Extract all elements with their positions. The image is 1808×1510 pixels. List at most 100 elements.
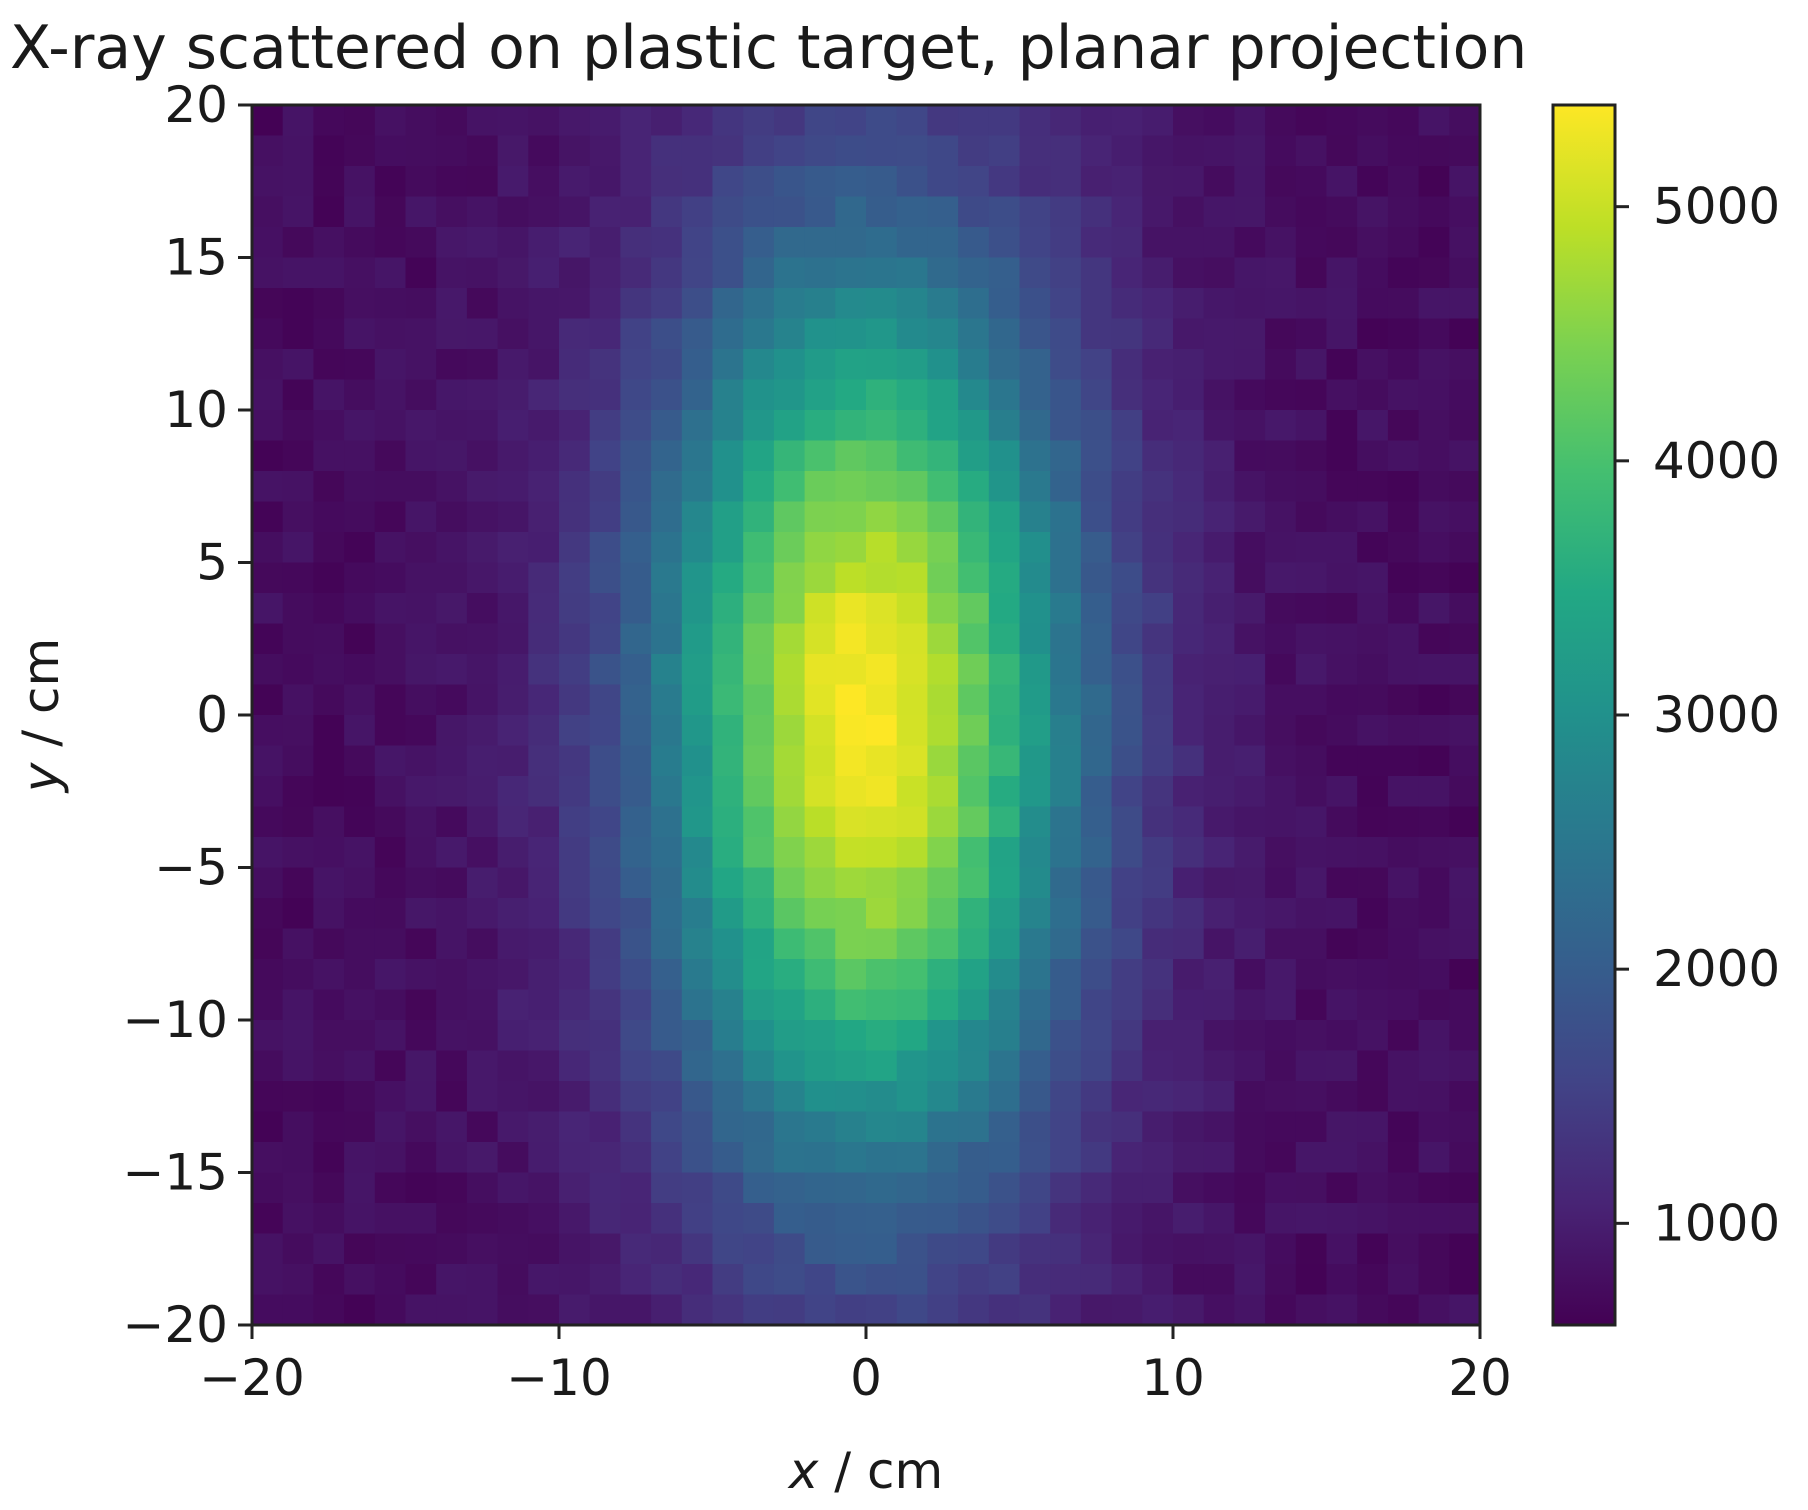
heatmap-cell bbox=[466, 684, 499, 716]
heatmap-cell bbox=[252, 806, 284, 838]
heatmap-cell bbox=[896, 227, 928, 259]
heatmap-cell bbox=[651, 135, 683, 167]
heatmap-cell bbox=[466, 867, 499, 899]
heatmap-cell bbox=[1080, 440, 1113, 472]
heatmap-cell bbox=[436, 1172, 468, 1204]
heatmap-cell bbox=[896, 806, 928, 838]
heatmap-cell bbox=[497, 196, 529, 228]
heatmap-cell bbox=[1265, 715, 1297, 747]
heatmap-cell bbox=[1265, 1142, 1297, 1174]
heatmap-cell bbox=[559, 837, 591, 869]
heatmap-cell bbox=[282, 288, 314, 320]
heatmap-cell bbox=[1142, 318, 1174, 350]
heatmap-cell bbox=[1111, 959, 1143, 991]
heatmap-cell bbox=[620, 318, 652, 350]
heatmap-cell bbox=[313, 1020, 345, 1052]
heatmap-cell bbox=[252, 135, 284, 167]
heatmap-cell bbox=[1265, 135, 1297, 167]
heatmap-cell bbox=[1234, 1111, 1266, 1143]
heatmap-cell bbox=[927, 166, 959, 198]
heatmap-cell bbox=[620, 105, 652, 137]
heatmap-cell bbox=[1050, 1264, 1082, 1296]
heatmap-cell bbox=[252, 1050, 284, 1082]
heatmap-cell bbox=[1387, 1233, 1420, 1265]
heatmap-cell bbox=[620, 928, 652, 960]
heatmap-cell bbox=[927, 593, 959, 625]
heatmap-cell bbox=[252, 593, 284, 625]
heatmap-cell bbox=[988, 410, 1021, 442]
heatmap-cell bbox=[1295, 471, 1328, 503]
heatmap-cell bbox=[589, 349, 621, 381]
heatmap-cell bbox=[1234, 532, 1266, 564]
heatmap-cell bbox=[344, 1081, 376, 1113]
heatmap-cell bbox=[1326, 593, 1358, 625]
heatmap-cell bbox=[466, 989, 499, 1021]
heatmap-cell bbox=[528, 989, 560, 1021]
heatmap-cell bbox=[988, 684, 1021, 716]
heatmap-cell bbox=[1050, 715, 1082, 747]
heatmap-cell bbox=[1203, 1203, 1235, 1235]
heatmap-cell bbox=[436, 715, 468, 747]
heatmap-cell bbox=[1357, 440, 1389, 472]
heatmap-cell bbox=[1142, 1111, 1174, 1143]
heatmap-cell bbox=[589, 532, 621, 564]
heatmap-cell bbox=[1387, 745, 1420, 777]
heatmap-cell bbox=[651, 928, 683, 960]
heatmap-cell bbox=[589, 1111, 621, 1143]
heatmap-cell bbox=[313, 1233, 345, 1265]
heatmap-cell bbox=[1234, 715, 1266, 747]
heatmap-cell bbox=[712, 1081, 744, 1113]
heatmap-cell bbox=[344, 1020, 376, 1052]
heatmap-cell bbox=[1019, 1264, 1051, 1296]
heatmap-cell bbox=[497, 745, 529, 777]
heatmap-cell bbox=[252, 562, 284, 594]
heatmap-cell bbox=[1173, 1081, 1205, 1113]
heatmap-cell bbox=[252, 1142, 284, 1174]
heatmap-cell bbox=[1357, 1233, 1389, 1265]
heatmap-cell bbox=[559, 1233, 591, 1265]
heatmap-cell bbox=[712, 745, 744, 777]
heatmap-cell bbox=[651, 837, 683, 869]
heatmap-cell bbox=[927, 410, 959, 442]
heatmap-cell bbox=[712, 806, 744, 838]
heatmap-cell bbox=[497, 928, 529, 960]
heatmap-cell bbox=[620, 288, 652, 320]
heatmap-cell bbox=[282, 1264, 314, 1296]
heatmap-cell bbox=[835, 715, 867, 747]
heatmap-cell bbox=[405, 1203, 437, 1235]
heatmap-cell bbox=[1142, 593, 1174, 625]
heatmap-cell bbox=[773, 532, 806, 564]
heatmap-cell bbox=[559, 227, 591, 259]
heatmap-cell bbox=[436, 1142, 468, 1174]
heatmap-cell bbox=[804, 1050, 836, 1082]
heatmap-cell bbox=[374, 593, 407, 625]
heatmap-cell bbox=[1173, 135, 1205, 167]
heatmap-cell bbox=[528, 501, 560, 533]
heatmap-cell bbox=[896, 1264, 928, 1296]
heatmap-cell bbox=[252, 654, 284, 686]
heatmap-cell bbox=[1387, 379, 1420, 411]
heatmap-cell bbox=[712, 1111, 744, 1143]
heatmap-cell bbox=[497, 1050, 529, 1082]
heatmap-cell bbox=[1387, 1020, 1420, 1052]
heatmap-cell bbox=[620, 837, 652, 869]
heatmap-cell bbox=[1111, 654, 1143, 686]
heatmap-cell bbox=[589, 1142, 621, 1174]
heatmap-cell bbox=[866, 257, 898, 289]
heatmap-cell bbox=[282, 1203, 314, 1235]
heatmap-cell bbox=[743, 349, 775, 381]
heatmap-cell bbox=[1019, 1142, 1051, 1174]
heatmap-cell bbox=[466, 837, 499, 869]
heatmap-cell bbox=[927, 196, 959, 228]
heatmap-cell bbox=[804, 1203, 836, 1235]
heatmap-cell bbox=[405, 135, 437, 167]
heatmap-cell bbox=[1173, 837, 1205, 869]
heatmap-cell bbox=[866, 593, 898, 625]
heatmap-cell bbox=[559, 684, 591, 716]
heatmap-cell bbox=[1080, 1294, 1113, 1326]
heatmap-cell bbox=[1050, 593, 1082, 625]
heatmap-cell bbox=[1050, 623, 1082, 655]
heatmap-cell bbox=[896, 867, 928, 899]
heatmap-cell bbox=[344, 471, 376, 503]
heatmap-cell bbox=[1203, 379, 1235, 411]
